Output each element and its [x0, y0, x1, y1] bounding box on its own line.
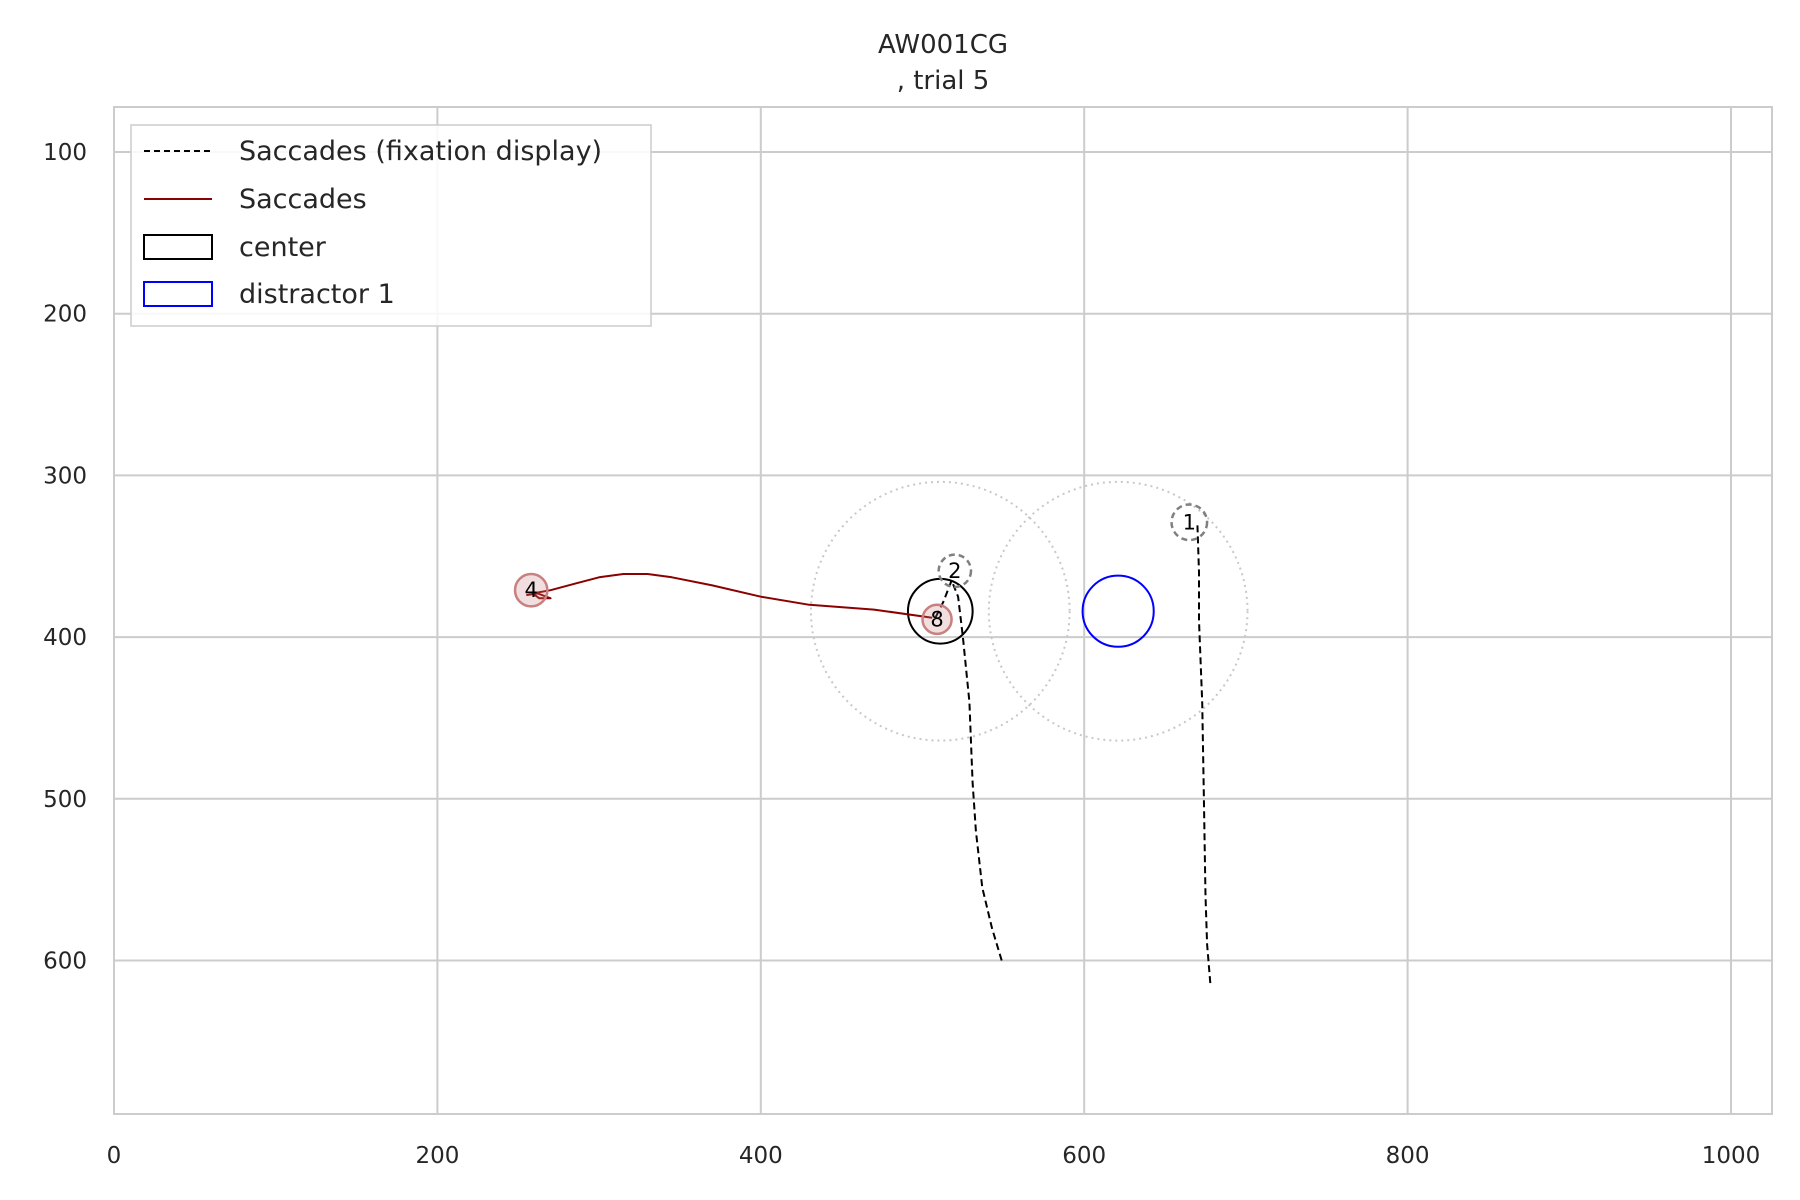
fixation-label: 4: [524, 578, 537, 602]
fixation-label: 8: [930, 607, 943, 631]
saccade-lines: [526, 523, 1212, 984]
y-tick-label: 100: [43, 140, 87, 166]
chart-subtitle: , trial 5: [897, 66, 990, 96]
chart-title: AW001CG: [878, 30, 1008, 60]
tick-labels: 0 200 400 600 800 1000 100 200 300 400 500 600: [43, 140, 1760, 1169]
x-tick-label: 400: [739, 1143, 783, 1169]
region-distractor-1: [1081, 574, 1155, 648]
y-tick-label: 600: [43, 949, 87, 975]
region-distractor-area: [987, 480, 1249, 742]
y-tick-label: 200: [43, 302, 87, 328]
legend-swatch: [143, 234, 213, 260]
fixation-label: 1: [1183, 510, 1196, 534]
legend-label: Saccades (fixation display): [239, 136, 602, 167]
fixations: 1 2 4 8: [513, 503, 1209, 636]
region-center-area: [809, 480, 1071, 742]
x-tick-label: 0: [107, 1143, 122, 1169]
saccade-fixation-display-line: [1196, 523, 1212, 984]
legend: Saccades (fixation display) Saccades cente…: [130, 124, 652, 327]
y-tick-label: 500: [43, 787, 87, 813]
x-tick-label: 200: [415, 1143, 459, 1169]
y-tick-label: 300: [43, 463, 87, 489]
x-tick-label: 800: [1386, 1143, 1430, 1169]
legend-label: center: [239, 232, 327, 263]
legend-label: distractor 1: [239, 279, 395, 310]
x-tick-label: 600: [1062, 1143, 1106, 1169]
saccade-line: [526, 573, 933, 619]
fixation-label: 2: [948, 559, 961, 583]
x-tick-label: 1000: [1702, 1143, 1761, 1169]
saccade-fixation-display-line: [934, 580, 953, 619]
fixation-marker: [513, 572, 549, 608]
legend-frame: [130, 124, 652, 327]
plot-frame: [113, 106, 1773, 1115]
fixation-marker: [937, 553, 973, 589]
legend-swatch: [143, 281, 213, 307]
y-tick-label: 400: [43, 625, 87, 651]
legend-label: Saccades: [239, 184, 367, 215]
saccade-fixation-display-line: [950, 580, 1003, 961]
fixation-marker: [1170, 503, 1209, 542]
fixation-marker: [921, 603, 953, 636]
